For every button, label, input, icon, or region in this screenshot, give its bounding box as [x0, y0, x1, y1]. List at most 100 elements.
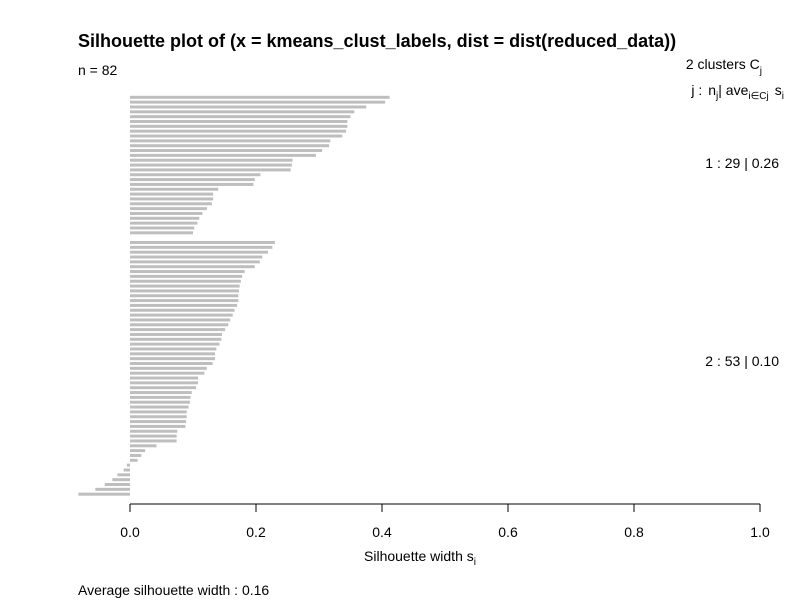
silhouette-bar-c2-53 — [78, 492, 130, 496]
silhouette-bar-c1-17 — [130, 173, 261, 177]
silhouette-bar-c1-22 — [130, 197, 214, 201]
silhouette-bar-c2-51 — [104, 483, 130, 486]
silhouette-bar-c2-11 — [130, 289, 239, 293]
chart-title: Silhouette plot of (x = kmeans_clust_lab… — [78, 31, 676, 51]
average-silhouette-width: Average silhouette width : 0.16 — [78, 582, 269, 598]
silhouette-bar-c1-10 — [130, 139, 331, 143]
silhouette-bar-c2-18 — [130, 323, 229, 327]
silhouette-bar-c2-23 — [130, 347, 217, 351]
silhouette-bar-c1-5 — [130, 115, 351, 119]
silhouette-bar-c2-26 — [130, 362, 213, 365]
silhouette-bar-c2-50 — [112, 478, 130, 482]
silhouette-bar-c2-1 — [130, 241, 275, 244]
silhouette-bar-c2-49 — [117, 473, 130, 477]
silhouette-bar-c2-41 — [130, 434, 177, 438]
silhouette-bar-c2-21 — [130, 337, 222, 341]
legend-columns: j : nj| avei∈Cj si — [690, 82, 784, 102]
silhouette-bar-c2-38 — [130, 420, 187, 424]
legend-col-s: s — [775, 82, 782, 98]
silhouette-bar-c2-37 — [130, 415, 187, 419]
x-tick-label-1: 0.2 — [246, 524, 266, 540]
sample-count: n = 82 — [78, 62, 118, 78]
silhouette-bar-c2-35 — [130, 405, 189, 409]
legend-header: 2 clusters Cj — [686, 56, 762, 77]
silhouette-bar-c2-8 — [130, 274, 243, 278]
silhouette-bar-c2-40 — [130, 429, 178, 433]
silhouette-bars — [78, 95, 390, 496]
x-tick-label-0: 0.0 — [120, 524, 140, 540]
silhouette-bar-c2-27 — [130, 366, 207, 370]
silhouette-bar-c2-39 — [130, 424, 186, 428]
silhouette-bar-c2-5 — [130, 260, 260, 264]
silhouette-bar-c2-47 — [126, 463, 130, 467]
silhouette-bar-c1-14 — [130, 158, 293, 162]
x-axis-label-text: Silhouette width s — [364, 548, 474, 564]
silhouette-bar-c2-36 — [130, 410, 187, 414]
silhouette-bar-c2-44 — [130, 449, 146, 453]
silhouette-bar-c2-4 — [130, 255, 263, 259]
legend-col-n: n — [708, 82, 716, 98]
silhouette-bar-c2-19 — [130, 328, 226, 332]
silhouette-bar-c1-13 — [130, 153, 316, 157]
silhouette-bar-c1-21 — [130, 192, 214, 196]
silhouette-bar-c1-3 — [130, 105, 367, 109]
silhouette-bar-c1-6 — [130, 120, 348, 123]
silhouette-bar-c1-27 — [130, 221, 198, 225]
silhouette-bar-c1-9 — [130, 134, 343, 138]
silhouette-bar-c2-20 — [130, 332, 222, 336]
silhouette-bar-c1-16 — [130, 168, 291, 172]
silhouette-bar-c2-13 — [130, 299, 239, 303]
silhouette-bar-c2-6 — [130, 265, 255, 269]
silhouette-bar-c1-2 — [130, 100, 386, 104]
silhouette-bar-c1-11 — [130, 144, 330, 148]
silhouette-bar-c1-1 — [130, 95, 390, 99]
x-tick-label-3: 0.6 — [498, 524, 518, 540]
silhouette-bar-c2-24 — [130, 352, 216, 356]
x-axis-label: Silhouette width si — [364, 548, 476, 568]
legend-col-j: j : — [690, 82, 702, 98]
silhouette-bar-c2-25 — [130, 357, 216, 361]
x-axis: 0.0 0.2 0.4 0.6 0.8 1.0 — [120, 503, 770, 540]
silhouette-bar-c2-9 — [130, 279, 241, 283]
silhouette-bar-c2-34 — [130, 400, 190, 404]
silhouette-bar-c2-30 — [130, 381, 199, 385]
silhouette-bar-c2-29 — [130, 376, 199, 380]
silhouette-bar-c1-18 — [130, 178, 255, 182]
silhouette-bar-c2-42 — [130, 439, 177, 443]
x-axis-label-sub: i — [474, 557, 476, 568]
silhouette-bar-c1-26 — [130, 216, 200, 220]
silhouette-bar-c1-8 — [130, 129, 347, 133]
x-tick-label-5: 1.0 — [750, 524, 770, 540]
silhouette-bar-c1-12 — [130, 149, 323, 153]
x-tick-label-2: 0.4 — [372, 524, 392, 540]
silhouette-bar-c1-28 — [130, 226, 195, 230]
silhouette-bar-c2-15 — [130, 308, 235, 312]
silhouette-bar-c2-17 — [130, 318, 231, 322]
silhouette-bar-c2-45 — [130, 453, 142, 457]
silhouette-bar-c2-48 — [123, 468, 130, 472]
silhouette-bar-c2-10 — [130, 284, 240, 288]
cluster-1-summary: 1 : 29 | 0.26 — [705, 155, 779, 171]
silhouette-bar-c2-12 — [130, 294, 239, 298]
legend-col-ave-sub: i∈Cj — [748, 91, 768, 102]
legend-col-s-sub: i — [782, 91, 784, 102]
silhouette-bar-c2-28 — [130, 371, 205, 375]
silhouette-bar-c2-3 — [130, 250, 268, 254]
silhouette-bar-c2-32 — [130, 391, 192, 395]
legend-header-text: 2 clusters C — [686, 56, 760, 72]
silhouette-bar-c1-23 — [130, 202, 212, 206]
silhouette-bar-c2-33 — [130, 395, 191, 399]
silhouette-bar-c2-22 — [130, 342, 220, 346]
silhouette-bar-c1-29 — [130, 231, 193, 235]
silhouette-bar-c2-46 — [130, 458, 138, 462]
silhouette-bar-c1-19 — [130, 182, 254, 186]
silhouette-bar-c1-20 — [130, 187, 219, 191]
cluster-2-summary: 2 : 53 | 0.10 — [705, 353, 779, 369]
silhouette-bar-c2-2 — [130, 245, 273, 249]
silhouette-bar-c2-31 — [130, 386, 197, 390]
legend-header-sub: j — [759, 66, 762, 77]
silhouette-bar-c1-25 — [130, 211, 203, 215]
x-tick-label-4: 0.8 — [624, 524, 644, 540]
silhouette-bar-c1-15 — [130, 163, 292, 167]
